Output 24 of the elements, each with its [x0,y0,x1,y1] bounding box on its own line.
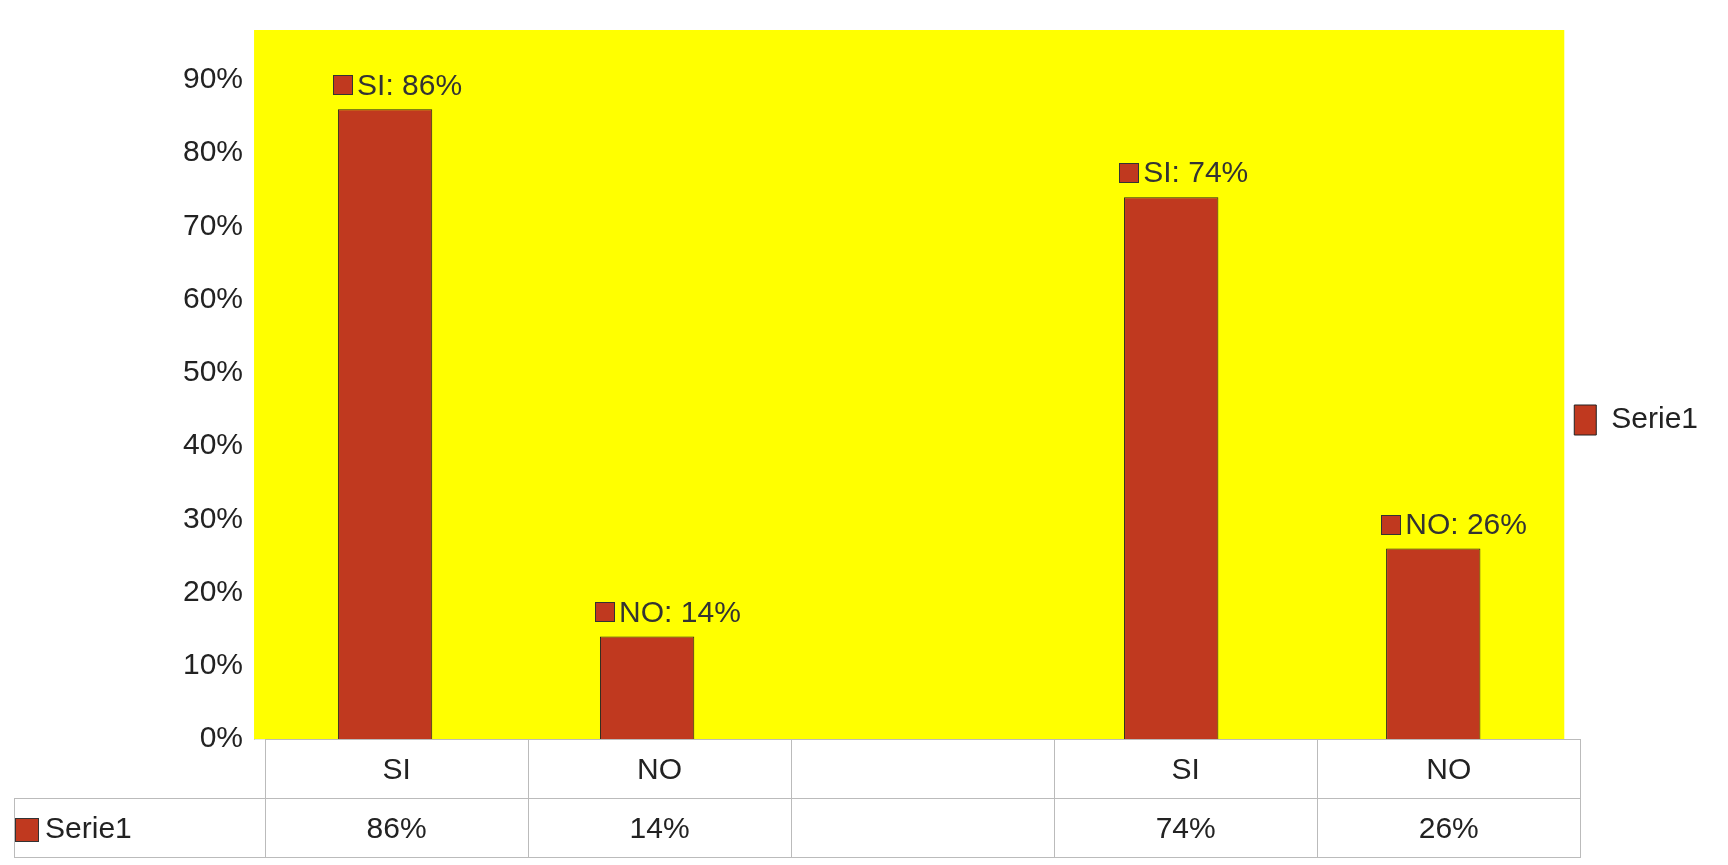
table-cell: 74% [1054,798,1318,858]
y-tick-label: 40% [183,427,244,461]
data-label: NO: 26% [1405,506,1527,540]
y-tick-label: 50% [183,354,244,388]
table-cell: 14% [528,798,792,858]
y-tick-label: 10% [183,647,244,681]
x-tick-label: SI [265,739,529,799]
y-tick-label: 20% [183,573,244,607]
y-tick-label: 70% [183,207,244,241]
y-tick-label: 60% [183,280,244,314]
x-tick-label: NO [1317,739,1581,799]
y-tick-label: 80% [183,134,244,168]
data-label: NO: 14% [619,594,741,628]
table-cell: 26% [1317,798,1581,858]
x-tick-label: SI [1054,739,1318,799]
data-label: SI: 74% [1143,155,1249,189]
text: Serie1 [45,811,132,844]
y-tick-label: 90% [183,61,244,95]
x-tick-label: NO [528,739,792,799]
y-tick-label: 30% [183,500,244,534]
table-cell: 86% [265,798,529,858]
legend-label: Serie1 [1611,401,1698,435]
y-tick-label: 0% [199,720,244,754]
data-label: SI: 86% [357,67,463,101]
